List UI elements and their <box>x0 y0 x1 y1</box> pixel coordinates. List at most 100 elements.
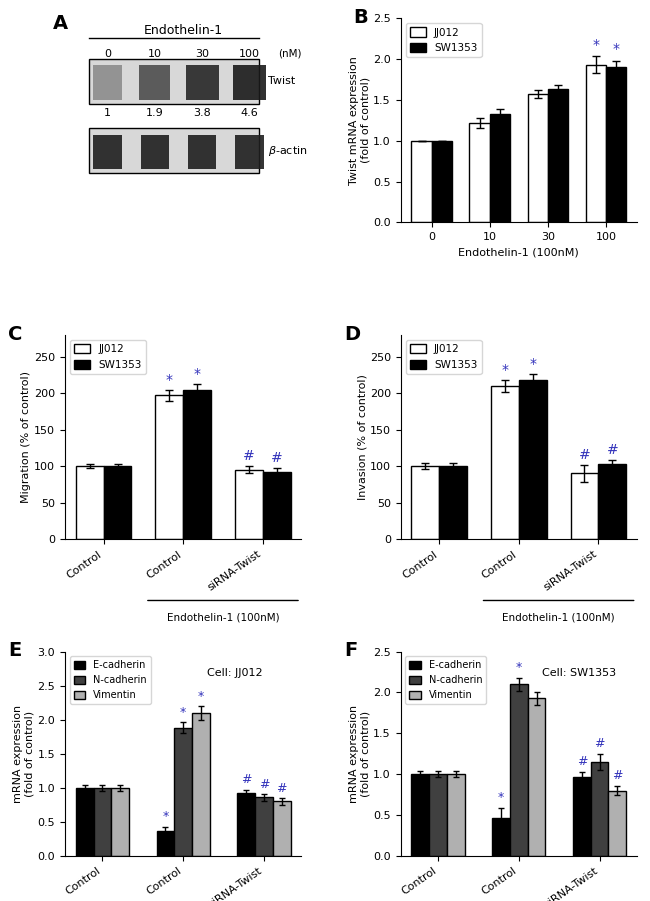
Bar <box>591 762 608 856</box>
Text: *: * <box>198 689 204 703</box>
Bar <box>469 123 490 223</box>
Bar <box>94 134 122 169</box>
Bar <box>235 134 263 169</box>
Text: *: * <box>498 791 504 804</box>
Bar <box>492 817 510 856</box>
Text: 100: 100 <box>239 49 260 59</box>
Text: $\beta$-actin: $\beta$-actin <box>268 144 308 158</box>
Bar <box>491 386 519 539</box>
Y-axis label: Migration (% of control): Migration (% of control) <box>21 371 31 503</box>
Bar <box>490 114 510 223</box>
Bar <box>548 89 568 223</box>
Bar <box>76 466 103 539</box>
Text: Cell: SW1353: Cell: SW1353 <box>543 668 617 678</box>
Legend: JJ012, SW1353: JJ012, SW1353 <box>70 340 146 374</box>
Text: #: # <box>259 778 269 790</box>
Text: *: * <box>501 363 508 378</box>
Text: #: # <box>241 773 252 787</box>
Bar <box>111 787 129 856</box>
Text: *: * <box>162 810 168 824</box>
Text: 30: 30 <box>195 49 209 59</box>
Bar <box>94 65 122 100</box>
Y-axis label: Twist mRNA expression
(fold of control): Twist mRNA expression (fold of control) <box>349 56 370 185</box>
Text: #: # <box>612 769 623 781</box>
Text: 0: 0 <box>104 49 111 59</box>
Bar <box>429 774 447 856</box>
Text: *: * <box>194 367 201 381</box>
Text: Twist: Twist <box>268 77 296 86</box>
Text: 10: 10 <box>148 49 162 59</box>
Bar <box>599 464 626 539</box>
Text: #: # <box>606 443 618 458</box>
Text: #: # <box>594 737 605 750</box>
Bar <box>571 474 599 539</box>
Text: *: * <box>592 39 599 52</box>
Text: #: # <box>578 448 590 462</box>
Bar <box>188 134 216 169</box>
Text: Cell: JJ012: Cell: JJ012 <box>207 668 263 678</box>
Text: #: # <box>271 451 283 466</box>
Bar <box>88 59 259 104</box>
Text: 4.6: 4.6 <box>240 108 258 118</box>
Text: *: * <box>612 42 619 57</box>
Bar <box>237 793 255 856</box>
Bar <box>273 802 291 856</box>
Bar <box>528 94 548 223</box>
Bar <box>76 787 94 856</box>
Bar <box>155 396 183 539</box>
Text: Endothelin-1 (100nM): Endothelin-1 (100nM) <box>166 613 280 623</box>
Text: Endothelin-1: Endothelin-1 <box>144 24 223 37</box>
Text: *: * <box>180 706 187 719</box>
X-axis label: Endothelin-1 (100nM): Endothelin-1 (100nM) <box>458 248 579 258</box>
Bar <box>255 797 273 856</box>
Text: 1.9: 1.9 <box>146 108 164 118</box>
Text: *: * <box>529 358 536 371</box>
Bar <box>432 141 452 223</box>
Y-axis label: mRNA expression
(fold of control): mRNA expression (fold of control) <box>349 705 370 803</box>
Text: *: * <box>166 373 173 387</box>
Bar <box>447 774 465 856</box>
Legend: E-cadherin, N-cadherin, Vimentin: E-cadherin, N-cadherin, Vimentin <box>406 657 486 704</box>
Text: B: B <box>354 8 368 27</box>
Bar <box>233 65 266 100</box>
Bar <box>586 65 606 223</box>
Text: (nM): (nM) <box>278 49 301 59</box>
Bar <box>183 389 211 539</box>
Bar <box>519 380 547 539</box>
Bar <box>439 466 467 539</box>
Bar <box>192 713 210 856</box>
Text: Endothelin-1 (100nM): Endothelin-1 (100nM) <box>502 613 615 623</box>
Bar <box>606 67 626 223</box>
Text: C: C <box>8 324 23 343</box>
Bar <box>185 65 218 100</box>
Bar <box>140 65 170 100</box>
Bar <box>510 684 528 856</box>
Legend: JJ012, SW1353: JJ012, SW1353 <box>406 23 482 58</box>
Bar <box>94 787 111 856</box>
Text: #: # <box>243 450 255 463</box>
Text: *: * <box>515 660 522 674</box>
Legend: JJ012, SW1353: JJ012, SW1353 <box>406 340 482 374</box>
Text: E: E <box>8 642 21 660</box>
Bar <box>157 831 174 856</box>
Y-axis label: Invasion (% of control): Invasion (% of control) <box>357 374 367 500</box>
Bar <box>528 698 545 856</box>
Bar <box>411 466 439 539</box>
Text: A: A <box>53 14 68 33</box>
Text: #: # <box>577 755 587 768</box>
Text: F: F <box>344 642 357 660</box>
Bar <box>608 790 626 856</box>
Bar <box>140 134 169 169</box>
Bar <box>88 128 259 173</box>
Text: 3.8: 3.8 <box>193 108 211 118</box>
Legend: E-cadherin, N-cadherin, Vimentin: E-cadherin, N-cadherin, Vimentin <box>70 657 151 704</box>
Bar <box>235 469 263 539</box>
Text: #: # <box>276 782 287 795</box>
Text: 1: 1 <box>104 108 111 118</box>
Bar <box>263 472 291 539</box>
Text: D: D <box>344 324 360 343</box>
Bar <box>174 728 192 856</box>
Bar <box>411 774 429 856</box>
Bar <box>573 777 591 856</box>
Bar <box>411 141 432 223</box>
